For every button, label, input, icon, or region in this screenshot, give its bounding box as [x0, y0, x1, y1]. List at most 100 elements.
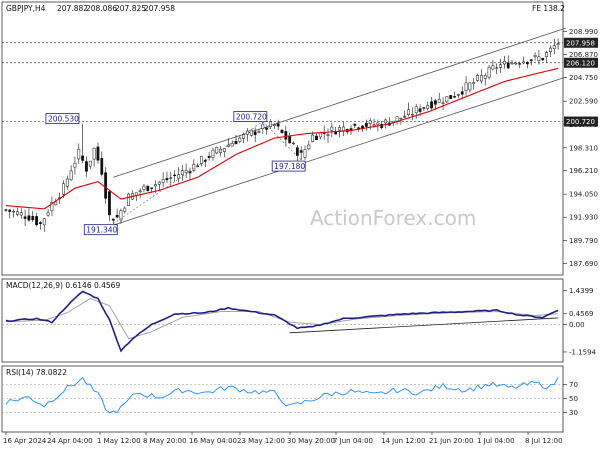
candle-body — [295, 147, 299, 156]
candle-body — [127, 193, 131, 207]
candle-body — [192, 164, 196, 171]
ohlc-low: 207.825 — [115, 4, 146, 13]
candle-body — [422, 107, 426, 109]
candle-body — [307, 144, 311, 150]
candle-body — [292, 142, 295, 145]
candle-body — [353, 123, 357, 126]
candle-body — [196, 165, 200, 167]
time-tick-label: 8 May 20:00 — [143, 437, 187, 445]
candle-body — [54, 201, 58, 206]
candle-body — [499, 64, 502, 68]
candle-body — [315, 135, 318, 140]
candle-body — [73, 162, 77, 168]
candle-body — [418, 108, 422, 112]
price-label-box — [564, 57, 598, 68]
candle-body — [81, 155, 85, 161]
candle-body — [50, 202, 54, 212]
candle-body — [441, 102, 445, 104]
candle-body — [173, 174, 177, 177]
macd-trendline — [289, 317, 559, 334]
candle-body — [414, 106, 418, 114]
candle-body — [491, 65, 495, 70]
time-tick-label: 8 Jul 12:00 — [525, 437, 563, 445]
candle-body — [184, 170, 188, 173]
candle-body — [529, 59, 533, 62]
annotation-label: 191.340 — [86, 225, 117, 234]
price-tick-label: 198.310 — [569, 144, 598, 152]
candle-body — [115, 214, 119, 218]
candle-body — [211, 149, 215, 158]
macd-tick-label: 0.00 — [569, 321, 585, 329]
candle-body — [88, 160, 92, 167]
candle-body — [62, 183, 65, 195]
candle-body — [284, 131, 288, 140]
candle-body — [223, 148, 226, 152]
price-panel-frame — [1, 1, 564, 276]
candle-body — [65, 178, 69, 187]
candle-body — [123, 207, 127, 212]
candle-body — [23, 216, 27, 219]
candle-body — [476, 75, 479, 81]
candle-body — [272, 124, 276, 127]
time-tick-label: 23 May 12:00 — [237, 437, 285, 445]
candle-body — [138, 190, 142, 192]
candle-body — [19, 212, 23, 216]
candle-body — [230, 143, 234, 147]
candle-body — [257, 131, 261, 133]
rsi-tick-label: 50 — [569, 395, 578, 403]
rsi-tick-label: 70 — [569, 381, 578, 389]
time-axis: 16 Apr 2024 24 Apr 04:00 1 May 12:00 8 May … — [3, 432, 563, 445]
watermark: ActionForex.com — [310, 206, 476, 230]
candle-body — [430, 101, 433, 109]
candle-body — [552, 45, 556, 50]
moving-average — [5, 67, 559, 210]
candle-body — [4, 209, 8, 211]
candle-body — [341, 126, 345, 131]
price-label-box — [564, 37, 598, 48]
price-channel — [113, 27, 566, 226]
candle-body — [541, 57, 545, 61]
candle-body — [96, 146, 100, 161]
candle-body — [253, 131, 257, 136]
rsi-title: RSI(14) 78.0822 — [6, 368, 67, 377]
time-tick-label: 30 May 20:00 — [287, 437, 335, 445]
candle-body — [483, 75, 487, 79]
fe-label: FE 138.2 — [532, 4, 565, 13]
candle-body — [368, 120, 372, 124]
candle-body — [445, 96, 449, 103]
candle-body — [27, 215, 31, 221]
candle-body — [399, 117, 403, 120]
candle-body — [479, 75, 483, 82]
annotation-label: 200.530 — [48, 114, 79, 123]
candle-body — [410, 114, 414, 116]
time-tick-label: 14 Jun 12:00 — [381, 437, 425, 445]
macd-line — [5, 290, 559, 353]
candle-body — [134, 192, 138, 196]
candle-body — [453, 96, 456, 98]
candle-body — [203, 159, 207, 162]
candle-body — [85, 161, 88, 172]
rsi-line — [5, 376, 559, 414]
time-tick-label: 1 May 12:00 — [97, 437, 141, 445]
price-tick-label: 204.750 — [569, 74, 598, 82]
swing-annotations: 200.530 191.340 200.720 197.180 — [45, 111, 306, 236]
ohlc-open: 207.882 — [57, 4, 88, 13]
candle-body — [146, 185, 150, 192]
candle-body — [537, 56, 541, 61]
price-label-text: 207.958 — [566, 39, 595, 47]
candle-body — [460, 91, 464, 95]
price-label-text: 206.120 — [566, 59, 595, 67]
candle-body — [111, 218, 115, 221]
candle-body — [265, 127, 269, 130]
channel-line — [113, 76, 566, 226]
candle-body — [464, 82, 468, 91]
candle-body — [487, 67, 491, 78]
candle-body — [150, 187, 154, 189]
candle-body — [533, 55, 537, 57]
candle-body — [16, 211, 19, 215]
time-tick-label: 1 Jul 04:00 — [477, 437, 515, 445]
price-tick-label: 202.590 — [569, 98, 598, 106]
candle-body — [338, 127, 341, 131]
time-tick-label: 24 Apr 04:00 — [47, 437, 93, 445]
candle-body — [545, 52, 548, 57]
